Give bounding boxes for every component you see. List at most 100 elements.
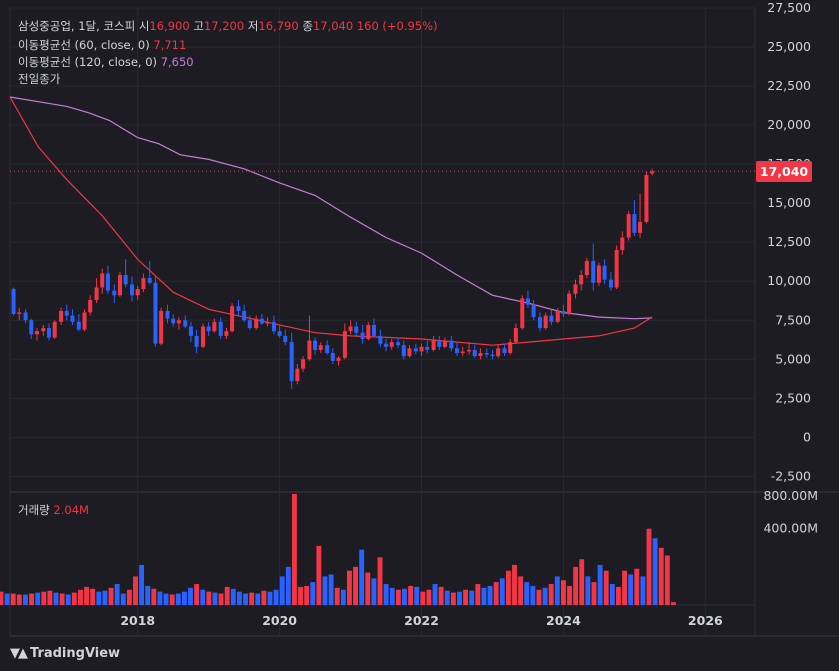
volume-axis: 800.00M 400.00M [763, 488, 818, 536]
volume-bar [505, 570, 511, 605]
volume-bar [328, 574, 334, 605]
open-value: 16,900 [149, 19, 190, 33]
candle [614, 245, 619, 290]
candle [467, 342, 472, 355]
volume-bar [96, 591, 102, 605]
volume-bar [359, 549, 365, 605]
candle [454, 342, 460, 357]
candle [318, 342, 323, 354]
candle [484, 348, 489, 358]
volume-bar [671, 602, 676, 605]
volume-bar [236, 591, 242, 605]
time-axis: 2018 2020 2022 2024 2026 [120, 613, 723, 628]
high-value: 17,200 [203, 19, 245, 33]
candle [644, 171, 649, 224]
candle [259, 314, 264, 325]
price-tick-label: 2,500 [775, 390, 811, 405]
volume-bar [640, 576, 646, 605]
volume-bar [579, 559, 585, 605]
volume-bar [285, 566, 291, 605]
candle [608, 271, 613, 291]
ma60-legend[interactable]: 이동평균선 (60, close, 0) 7,711 [18, 37, 186, 53]
candle [313, 337, 318, 355]
candle [389, 338, 394, 350]
volume-label: 거래량 [18, 503, 50, 517]
volume-bar [554, 576, 560, 605]
candle [638, 193, 643, 238]
close-label: 종 [302, 19, 313, 33]
candle [336, 356, 341, 366]
candle [117, 271, 122, 297]
time-tick-label: 2018 [120, 613, 155, 628]
volume-bar [200, 589, 206, 605]
volume-bar [90, 588, 96, 605]
volume-bar [304, 585, 310, 605]
ma120-legend[interactable]: 이동평균선 (120, close, 0) 7,650 [18, 54, 194, 70]
candle [105, 265, 110, 294]
volume-bar [518, 576, 524, 605]
candle [555, 307, 560, 324]
volume-bar [139, 564, 145, 605]
volume-bar [29, 593, 35, 605]
candle [289, 332, 294, 389]
volume-bar [499, 578, 505, 605]
volume-bar [249, 592, 255, 605]
volume-bar [365, 572, 371, 605]
candle [354, 321, 359, 336]
volume-bar [126, 589, 132, 605]
candle [135, 285, 140, 300]
candles [11, 168, 655, 389]
candle [348, 320, 353, 335]
volume-bar [102, 590, 108, 605]
volume-bar [377, 557, 383, 605]
volume-bar [634, 568, 640, 605]
symbol-name: 삼성중공업, 1달, 코스피 [18, 19, 136, 33]
candle [502, 343, 507, 357]
candle [632, 200, 637, 236]
candle [567, 290, 572, 316]
prev-close-legend[interactable]: 전일종가 [18, 71, 60, 87]
volume-bar [347, 570, 352, 605]
volume-bar [145, 585, 151, 605]
volume-bar [310, 582, 316, 605]
tradingview-logo[interactable]: ▼▲ TradingView [10, 646, 120, 661]
volume-bar [273, 589, 279, 605]
close-value: 17,040 [312, 19, 354, 33]
candle [123, 259, 128, 288]
tradingview-logo-icon: ▼▲ [10, 646, 28, 661]
candle [371, 318, 376, 338]
candle [277, 324, 282, 338]
volume-bar [181, 591, 187, 605]
volume-bar [4, 593, 10, 605]
volume-bar [16, 594, 22, 605]
volume-bar [652, 538, 658, 605]
volume-bar [463, 589, 469, 605]
candle [307, 315, 312, 361]
volume-bar [322, 576, 328, 605]
volume-bar [340, 589, 346, 605]
volume-bar [194, 584, 200, 605]
volume-bar [438, 586, 444, 605]
volume-legend[interactable]: 거래량 2.04M [18, 502, 89, 518]
ma120-value: 7,650 [160, 55, 194, 69]
volume-bar [218, 593, 224, 605]
volume-bar [224, 586, 230, 605]
candle [29, 318, 34, 339]
volume-bar [10, 593, 16, 605]
volume-bar [475, 584, 481, 605]
candle [141, 273, 146, 293]
grid-lines [9, 7, 839, 637]
brand-name: TradingView [30, 646, 121, 661]
candle [47, 323, 52, 341]
candle [242, 304, 247, 322]
candle [165, 304, 170, 324]
candle [520, 295, 525, 330]
volume-bars [0, 494, 676, 605]
candle [88, 295, 93, 316]
ma120-line [9, 96, 653, 320]
candle [188, 321, 193, 343]
price-tick-label: 15,000 [767, 195, 811, 210]
volume-bar [450, 592, 456, 605]
volume-bar [371, 578, 377, 605]
